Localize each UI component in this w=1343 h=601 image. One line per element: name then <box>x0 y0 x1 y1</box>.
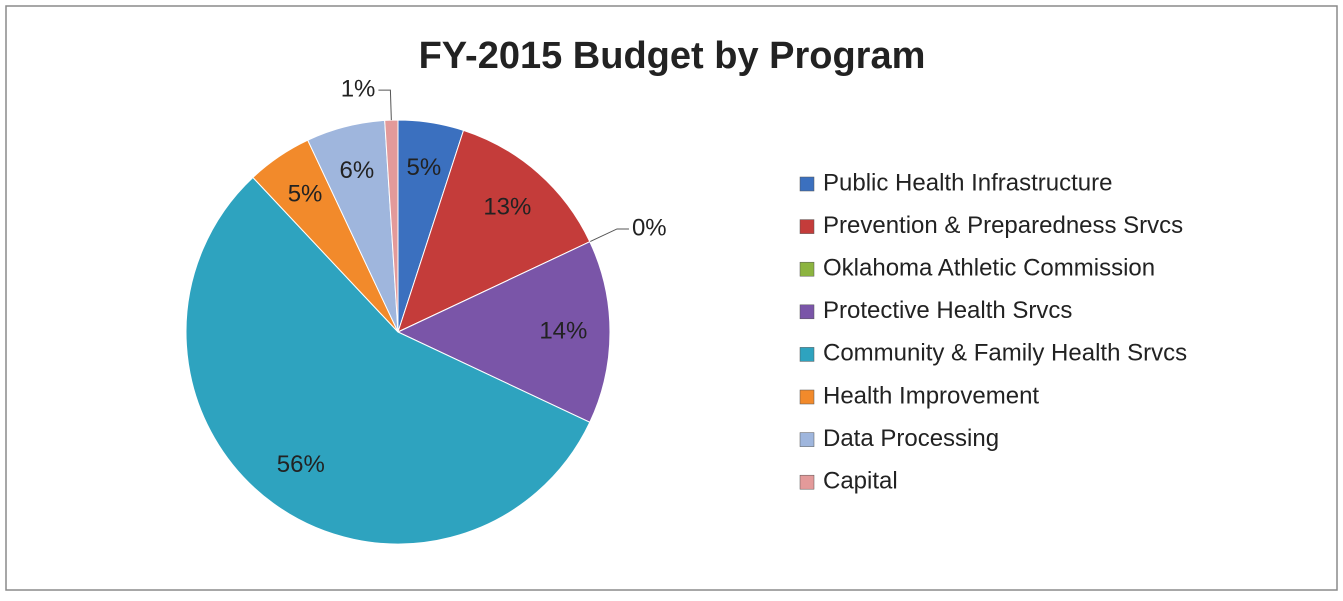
chart-title: FY-2015 Budget by Program <box>419 35 926 77</box>
leader-line <box>589 228 629 243</box>
data-label: 0% <box>632 214 667 241</box>
data-label: 13% <box>483 193 531 220</box>
legend-label: Prevention & Preparedness Srvcs <box>823 212 1183 239</box>
legend-label: Health Improvement <box>823 382 1039 409</box>
legend-swatch <box>799 347 815 362</box>
data-label: 6% <box>340 157 375 184</box>
legend-swatch <box>799 432 815 447</box>
legend-swatch <box>799 474 815 490</box>
legend-label: Community & Family Health Srvcs <box>823 340 1187 367</box>
pie-slice <box>185 176 591 545</box>
legend-swatch <box>799 304 815 320</box>
legend-swatch <box>799 261 815 277</box>
pie-slice <box>397 129 591 333</box>
leader-line <box>378 89 392 121</box>
data-label: 14% <box>539 317 587 344</box>
data-label: 5% <box>288 181 323 208</box>
legend-label: Public Health Infrastructure <box>823 169 1112 196</box>
data-label: 1% <box>341 75 376 102</box>
pie-slice <box>396 241 611 423</box>
legend-swatch <box>799 219 815 234</box>
legend-label: Data Processing <box>823 425 999 452</box>
data-label: 56% <box>277 451 325 478</box>
data-label: 5% <box>407 154 442 181</box>
legend-swatch <box>799 389 815 405</box>
legend-label: Capital <box>823 468 898 495</box>
legend-swatch <box>799 176 815 192</box>
legend-label: Oklahoma Athletic Commission <box>823 255 1155 282</box>
legend-label: Protective Health Srvcs <box>823 297 1072 324</box>
